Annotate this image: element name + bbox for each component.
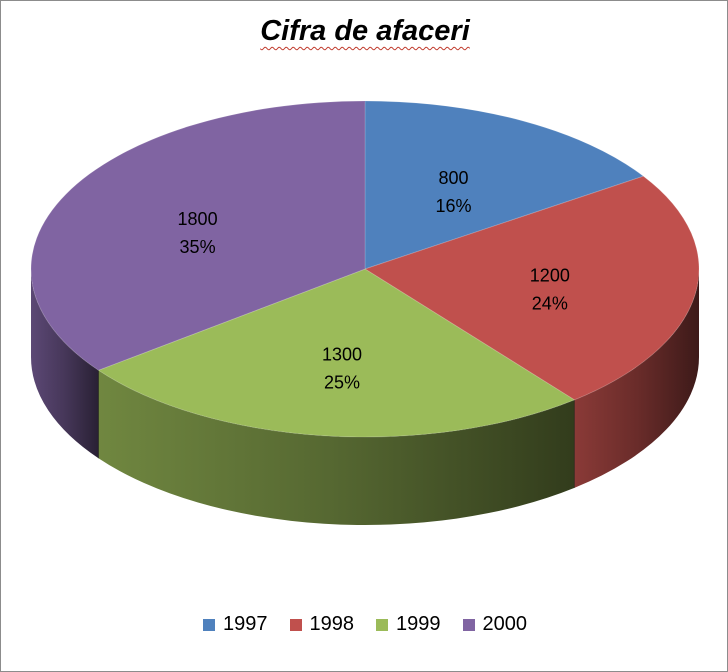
pie-slice-side — [574, 269, 699, 488]
legend-item: 1999 — [376, 613, 441, 636]
legend-swatch — [376, 618, 388, 631]
data-label-percent: 24% — [532, 293, 568, 313]
legend-item: 1998 — [289, 613, 355, 636]
legend-item: 2000 — [462, 613, 528, 636]
pie-slice-side — [31, 269, 99, 459]
data-label-value: 1800 — [178, 209, 218, 229]
data-label-value: 1300 — [322, 344, 362, 364]
pie-slice-1998 — [363, 175, 700, 401]
data-label-value: 800 — [438, 168, 468, 188]
legend-label: 1997 — [223, 613, 268, 635]
pie-chart: 800 16% 1200 24% 1300 25% 1800 35% — [30, 100, 700, 525]
legend-label: 2000 — [482, 613, 528, 635]
legend-swatch — [289, 618, 302, 631]
legend-item: 1997 — [203, 613, 268, 636]
pie-slice-side — [98, 370, 575, 525]
legend-label: 1998 — [309, 613, 355, 635]
data-label-percent: 16% — [435, 196, 471, 216]
data-label-value: 1200 — [530, 265, 570, 285]
pie-slice-1999 — [97, 268, 576, 438]
data-label-percent: 35% — [180, 237, 216, 257]
data-label-percent: 25% — [324, 372, 360, 392]
pie-slice-2000 — [30, 100, 366, 371]
pie-slice-1997 — [364, 100, 645, 270]
legend-swatch — [462, 618, 475, 631]
legend-swatch — [203, 618, 215, 631]
chart-title: Cifra de afaceri — [260, 15, 470, 47]
legend-label: 1999 — [396, 613, 441, 635]
legend: 1997 1998 1999 2000 — [1, 613, 728, 636]
